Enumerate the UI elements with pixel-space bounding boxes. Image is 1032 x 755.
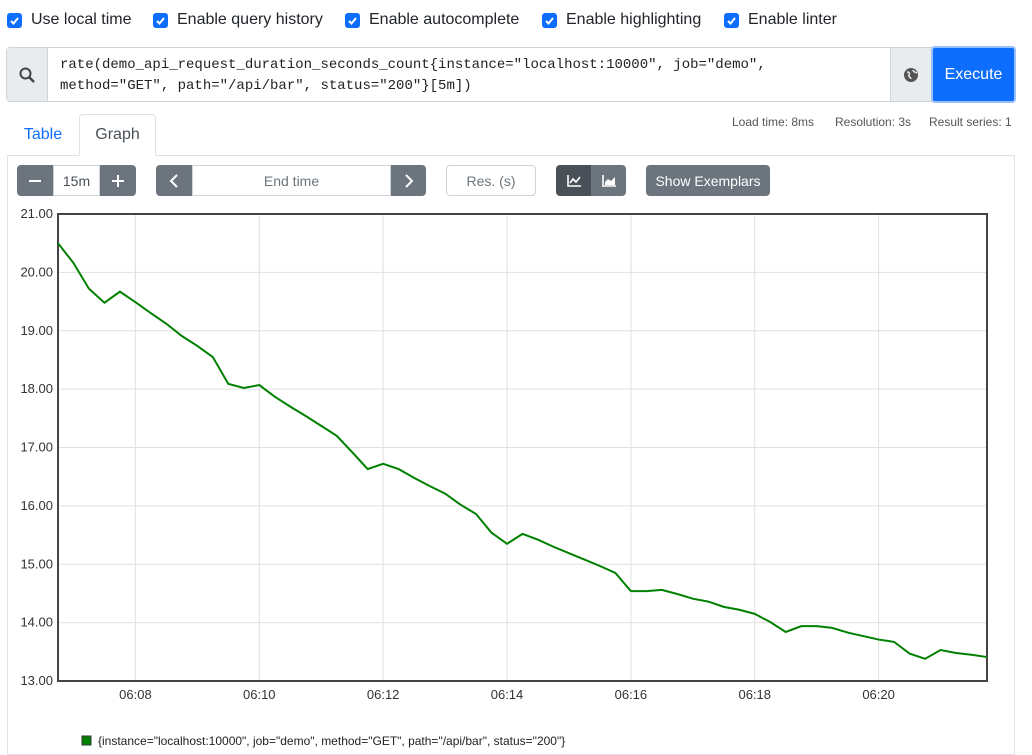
setting-label: Use local time: [31, 11, 132, 28]
stat: Result series: 1: [929, 115, 1012, 129]
execute-button[interactable]: Execute: [931, 46, 1016, 103]
setting[interactable]: Enable query history: [153, 10, 323, 30]
setting-label: Enable autocomplete: [369, 11, 520, 28]
end-time-input[interactable]: End time: [192, 165, 391, 196]
x-tick-label: 06:18: [738, 687, 771, 702]
y-tick-label: 14.00: [20, 615, 53, 630]
y-tick-label: 16.00: [20, 498, 53, 513]
setting-label: Enable query history: [177, 11, 323, 28]
setting[interactable]: Enable linter: [724, 10, 837, 30]
query-input[interactable]: rate(demo_api_request_duration_seconds_c…: [60, 57, 775, 94]
setting-label: Enable linter: [748, 11, 837, 28]
legend-label: {instance="localhost:10000", job="demo",…: [98, 734, 565, 748]
range-input[interactable]: 15m: [53, 165, 100, 196]
metrics-explorer[interactable]: [890, 48, 931, 101]
y-tick-label: 19.00: [20, 323, 53, 338]
y-tick-label: 20.00: [20, 264, 53, 279]
series-line: [57, 242, 988, 660]
search-icon: [7, 48, 48, 101]
resolution-input[interactable]: Res. (s): [446, 165, 536, 196]
stacked-chart-toggle[interactable]: [591, 165, 626, 196]
chart: 13.00 14.00 15.00 16.00 17.00 18.00 19.00 20.00…: [20, 206, 988, 748]
line-chart-toggle[interactable]: [556, 165, 591, 196]
next-time[interactable]: [391, 165, 426, 196]
legend-swatch: [81, 735, 92, 746]
y-tick-label: 18.00: [20, 381, 53, 396]
y-tick-label: 21.00: [20, 206, 53, 221]
tab[interactable]: Table: [23, 126, 63, 143]
plot-frame: [57, 213, 988, 682]
exemplars-button[interactable]: Show Exemplars: [646, 165, 770, 196]
decrease-range[interactable]: [17, 165, 53, 196]
y-tick-label: 15.00: [20, 556, 53, 571]
setting-label: Enable highlighting: [566, 11, 702, 28]
y-tick-label: 17.00: [20, 440, 53, 455]
tab-active[interactable]: Graph: [79, 114, 156, 156]
x-tick-label: 06:12: [367, 687, 400, 702]
x-tick-label: 06:20: [862, 687, 895, 702]
x-tick-label: 06:14: [491, 687, 524, 702]
x-tick-label: 06:08: [119, 687, 152, 702]
stat: Load time: 8ms: [732, 115, 815, 129]
setting[interactable]: Enable highlighting: [542, 10, 701, 30]
increase-range[interactable]: [100, 165, 136, 196]
setting[interactable]: Enable autocomplete: [345, 10, 519, 30]
x-tick-label: 06:16: [615, 687, 648, 702]
y-tick-label: 13.00: [20, 673, 53, 688]
setting[interactable]: Use local time: [7, 10, 131, 30]
stat: Resolution: 3s: [835, 115, 912, 129]
previous-time[interactable]: [156, 165, 192, 196]
x-tick-label: 06:10: [243, 687, 276, 702]
